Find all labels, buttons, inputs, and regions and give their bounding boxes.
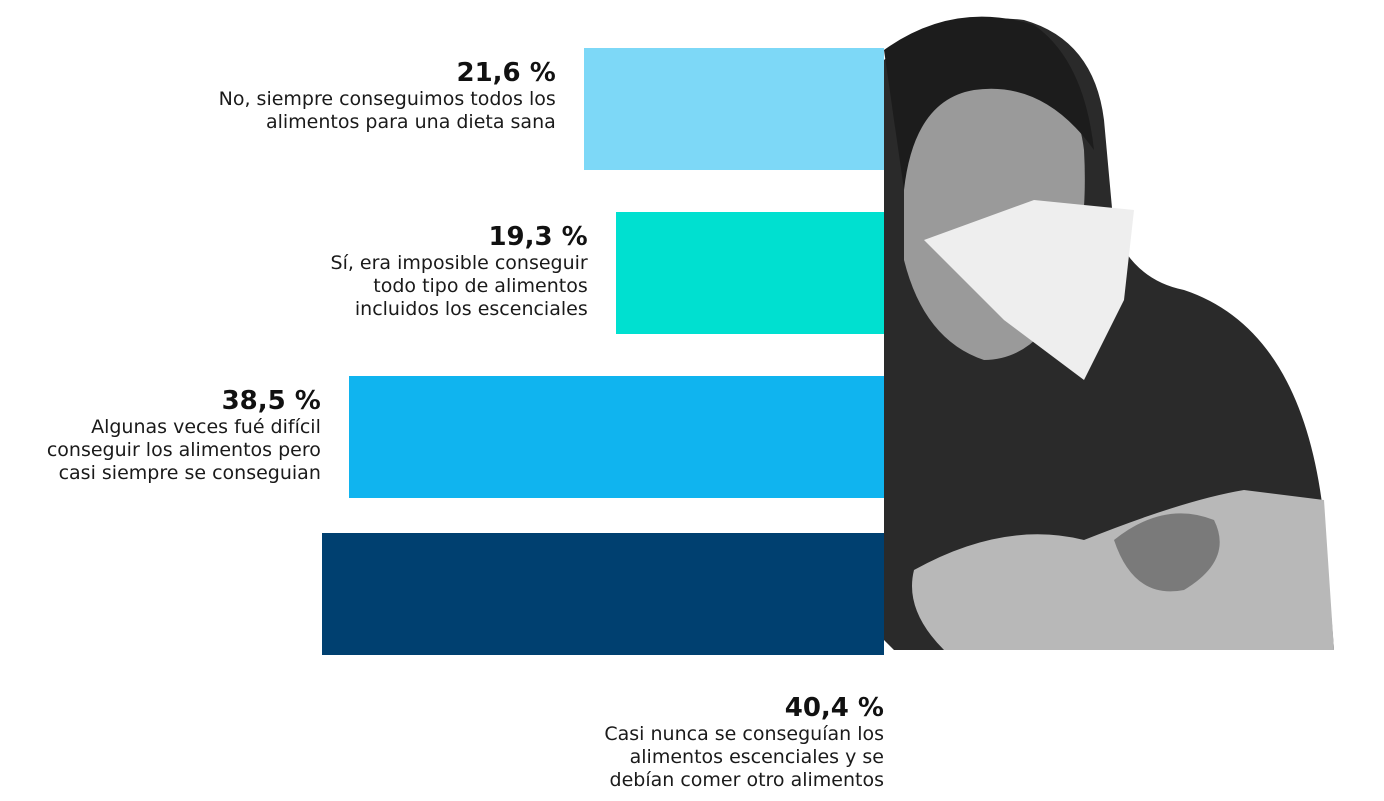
bar (583, 48, 884, 170)
bar (322, 533, 884, 655)
bar-label: 40,4 % Casi nunca se conseguían los alime… (604, 693, 884, 792)
bar (615, 212, 884, 334)
photo (884, 16, 1334, 651)
bar-label: 38,5 % Algunas veces fué difícil consegui… (47, 386, 321, 485)
category-label: Sí, era imposible conseguir todo tipo de… (330, 252, 588, 320)
value-label: 38,5 % (221, 386, 321, 416)
bar (348, 376, 884, 498)
bar-label: 19,3 % Sí, era imposible conseguir todo t… (331, 222, 588, 321)
category-label: No, siempre conseguimos todos los alimen… (218, 88, 556, 133)
category-label: Casi nunca se conseguían los alimentos e… (604, 723, 884, 791)
value-label: 19,3 % (488, 222, 588, 252)
value-label: 21,6 % (456, 58, 556, 88)
value-label: 40,4 % (784, 693, 884, 723)
category-label: Algunas veces fué difícil conseguir los … (46, 416, 321, 484)
bar-label: 21,6 % No, siempre conseguimos todos los … (219, 58, 556, 134)
